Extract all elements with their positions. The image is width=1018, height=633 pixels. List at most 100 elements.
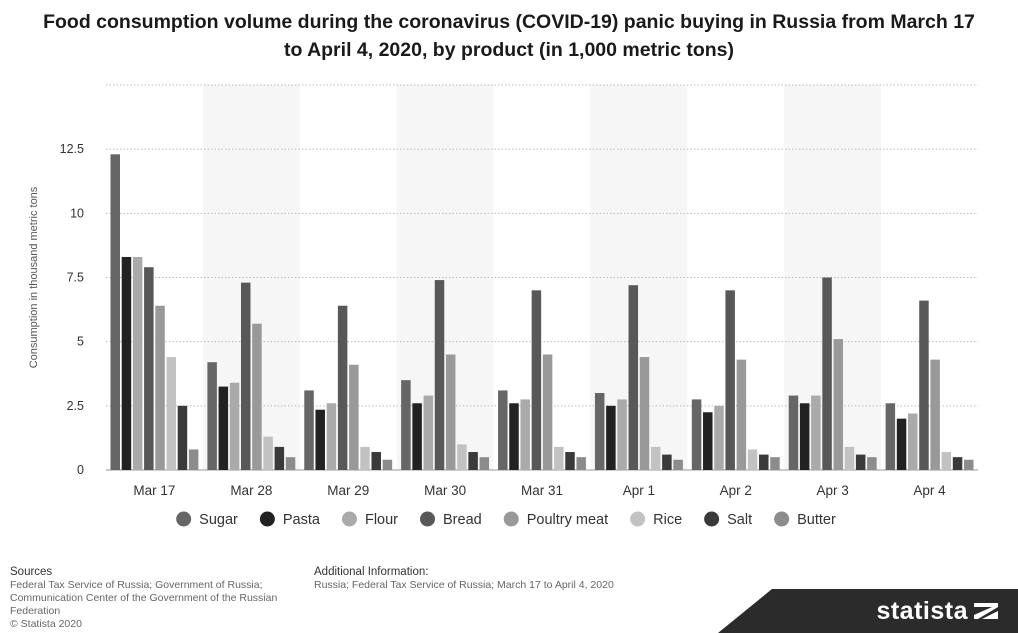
- legend-label[interactable]: Pasta: [283, 512, 321, 528]
- legend-marker[interactable]: [503, 511, 519, 527]
- bar-pasta[interactable]: [315, 409, 325, 470]
- statista-wordmark[interactable]: statista: [876, 597, 968, 625]
- additional-info-text: Russia; Federal Tax Service of Russia; M…: [314, 579, 614, 591]
- bar-salt[interactable]: [565, 452, 575, 470]
- bar-salt[interactable]: [371, 452, 381, 470]
- bar-bread[interactable]: [725, 290, 735, 470]
- bar-rice[interactable]: [263, 436, 273, 470]
- bar-poultry-meat[interactable]: [252, 323, 262, 470]
- bar-poultry-meat[interactable]: [542, 354, 553, 471]
- bar-sugar[interactable]: [401, 380, 411, 470]
- bar-poultry-meat[interactable]: [445, 354, 456, 471]
- bar-sugar[interactable]: [207, 362, 217, 470]
- bar-flour[interactable]: [229, 382, 240, 470]
- bar-poultry-meat[interactable]: [833, 339, 844, 470]
- bar-poultry-meat[interactable]: [349, 364, 359, 470]
- legend-marker[interactable]: [341, 511, 357, 527]
- bar-butter[interactable]: [188, 449, 199, 470]
- bar-sugar[interactable]: [304, 390, 314, 470]
- bar-rice[interactable]: [747, 449, 758, 470]
- bar-rice[interactable]: [554, 446, 564, 470]
- sources-text: Federal Tax Service of Russia; Governmen…: [10, 579, 278, 617]
- bar-sugar[interactable]: [788, 395, 799, 470]
- bar-rice[interactable]: [457, 444, 467, 470]
- legend: Sugar Pasta Flour Bread Poultry meat Rice Salt…: [176, 511, 836, 528]
- y-tick-label: 12.5: [60, 142, 84, 156]
- bar-butter[interactable]: [673, 459, 683, 470]
- statista-logo[interactable]: [718, 589, 1018, 633]
- bar-bread[interactable]: [531, 290, 542, 470]
- bar-poultry-meat[interactable]: [736, 359, 747, 470]
- bar-flour[interactable]: [617, 399, 627, 470]
- bar-pasta[interactable]: [703, 412, 713, 470]
- bar-bread[interactable]: [919, 300, 929, 470]
- bar-salt[interactable]: [468, 452, 478, 470]
- bar-bread[interactable]: [240, 282, 251, 470]
- bar-sugar[interactable]: [498, 390, 508, 470]
- bar-butter[interactable]: [576, 457, 586, 470]
- x-tick-label: Mar 31: [521, 483, 563, 498]
- bar-bread[interactable]: [337, 305, 348, 470]
- bar-sugar[interactable]: [594, 393, 605, 470]
- bar-flour[interactable]: [908, 413, 918, 470]
- legend-label[interactable]: Poultry meat: [527, 512, 608, 528]
- bar-salt[interactable]: [662, 454, 672, 470]
- bar-pasta[interactable]: [896, 418, 907, 470]
- bar-pasta[interactable]: [509, 403, 519, 470]
- bar-sugar[interactable]: [691, 399, 702, 470]
- bar-butter[interactable]: [867, 457, 877, 470]
- bar-salt[interactable]: [177, 405, 188, 470]
- bar-pasta[interactable]: [121, 256, 132, 470]
- bar-salt[interactable]: [274, 446, 285, 470]
- legend-label[interactable]: Salt: [727, 512, 752, 528]
- bar-flour[interactable]: [423, 395, 434, 470]
- y-tick-label: 0: [77, 463, 84, 477]
- legend-marker[interactable]: [704, 511, 720, 527]
- bar-flour[interactable]: [811, 395, 821, 470]
- bar-rice[interactable]: [650, 446, 661, 470]
- bar-bread[interactable]: [822, 277, 832, 471]
- bar-sugar[interactable]: [110, 154, 120, 471]
- bar-rice[interactable]: [360, 446, 370, 470]
- bar-rice[interactable]: [941, 452, 952, 470]
- legend-marker[interactable]: [774, 511, 790, 527]
- bar-butter[interactable]: [382, 459, 393, 470]
- additional-info-title: Additional Information:: [314, 566, 429, 578]
- legend-marker[interactable]: [630, 511, 646, 527]
- bar-poultry-meat[interactable]: [155, 305, 165, 470]
- bar-salt[interactable]: [952, 457, 963, 470]
- bar-bread[interactable]: [144, 267, 154, 470]
- bar-flour[interactable]: [714, 405, 724, 470]
- bar-butter[interactable]: [479, 457, 490, 470]
- chart-title: Food consumption volume during the coron…: [43, 11, 975, 61]
- bar-butter[interactable]: [964, 459, 974, 470]
- legend-label[interactable]: Rice: [653, 512, 682, 528]
- legend-marker[interactable]: [420, 511, 436, 527]
- bar-pasta[interactable]: [799, 403, 810, 470]
- bar-bread[interactable]: [434, 280, 445, 470]
- legend-label[interactable]: Butter: [797, 512, 836, 528]
- x-tick-label: Mar 17: [133, 483, 175, 498]
- bar-sugar[interactable]: [885, 403, 896, 470]
- bar-pasta[interactable]: [606, 405, 616, 470]
- bar-butter[interactable]: [770, 457, 780, 470]
- bar-pasta[interactable]: [218, 386, 229, 470]
- legend-marker[interactable]: [176, 511, 192, 527]
- bar-butter[interactable]: [285, 457, 296, 470]
- y-tick-label: 7.5: [67, 271, 84, 285]
- legend-label[interactable]: Flour: [365, 512, 398, 528]
- bar-salt[interactable]: [759, 454, 769, 470]
- bar-poultry-meat[interactable]: [639, 357, 650, 470]
- bar-rice[interactable]: [844, 446, 855, 470]
- bar-pasta[interactable]: [412, 403, 422, 470]
- legend-label[interactable]: Sugar: [199, 512, 238, 528]
- bar-flour[interactable]: [132, 256, 143, 470]
- legend-label[interactable]: Bread: [443, 512, 482, 528]
- legend-marker[interactable]: [259, 511, 275, 527]
- bar-flour[interactable]: [520, 399, 530, 470]
- bar-salt[interactable]: [855, 454, 866, 470]
- bar-flour[interactable]: [326, 403, 337, 470]
- bar-bread[interactable]: [628, 285, 639, 470]
- bar-poultry-meat[interactable]: [930, 359, 940, 470]
- bar-rice[interactable]: [166, 357, 176, 470]
